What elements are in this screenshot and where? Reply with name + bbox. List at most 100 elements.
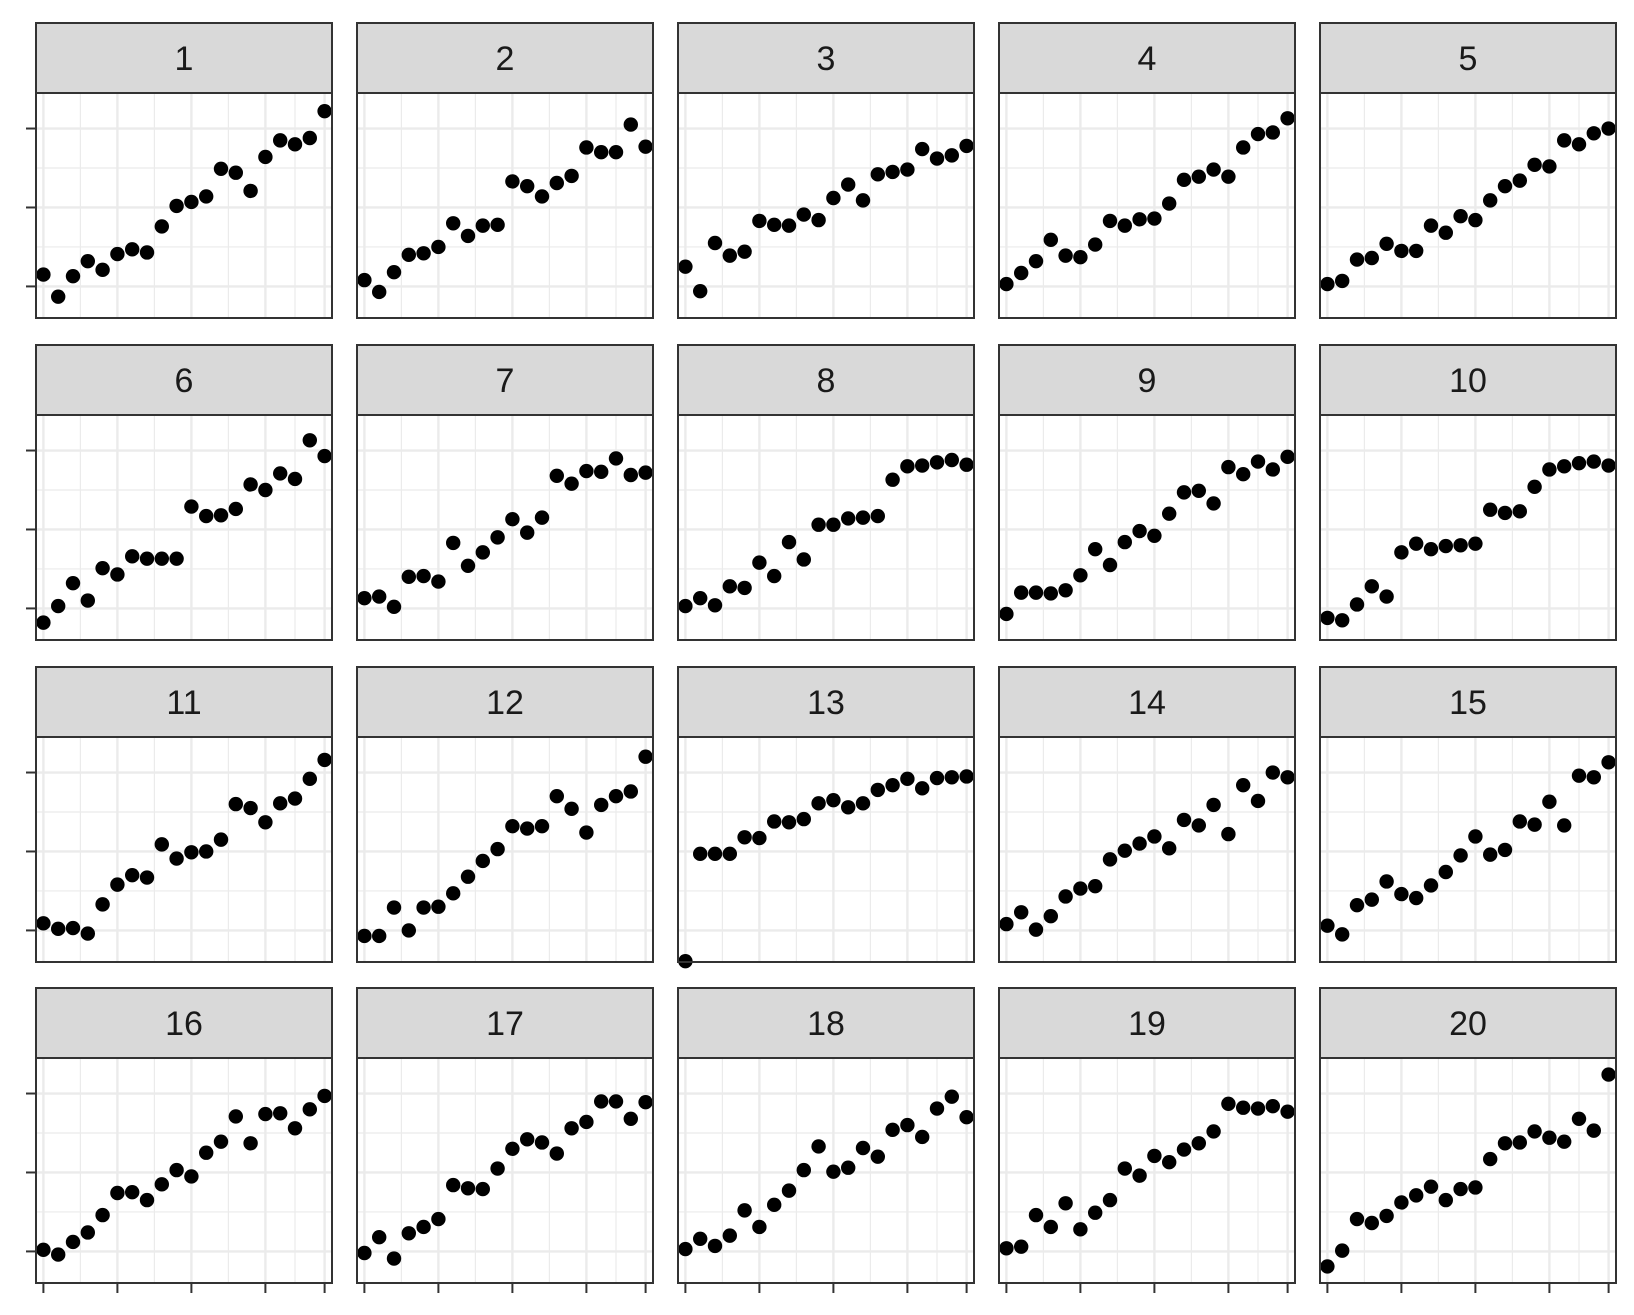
panel-border: [35, 92, 333, 319]
data-point: [534, 189, 550, 204]
data-point: [1058, 1196, 1073, 1211]
data-point: [999, 916, 1014, 932]
data-point: [999, 606, 1014, 622]
data-point: [1512, 1135, 1528, 1150]
strip-background: [1319, 666, 1617, 738]
panel-border: [35, 736, 333, 963]
data-point: [1320, 1259, 1335, 1274]
data-point: [693, 283, 708, 299]
data-point: [184, 499, 199, 514]
data-point: [638, 1095, 653, 1110]
data-point: [1102, 852, 1118, 867]
data-point: [446, 535, 461, 551]
data-point: [302, 433, 317, 448]
data-point: [1147, 528, 1162, 543]
data-point: [1265, 125, 1281, 140]
panel-border: [356, 1057, 654, 1284]
data-point: [1058, 583, 1073, 598]
data-point: [110, 877, 125, 892]
plot-background: [1320, 415, 1616, 640]
data-point: [1379, 589, 1394, 604]
data-point: [752, 555, 767, 570]
data-point: [110, 1185, 125, 1201]
data-point: [520, 178, 535, 194]
data-point: [386, 599, 402, 615]
facet-panel-13: 13: [677, 666, 975, 969]
data-point: [1191, 483, 1207, 498]
data-point: [505, 1141, 520, 1156]
data-point: [401, 569, 416, 585]
data-point: [154, 219, 169, 234]
data-point: [416, 246, 431, 261]
data-point: [841, 800, 856, 815]
panel-border: [677, 1057, 975, 1284]
data-point: [885, 1122, 900, 1138]
strip-label: 18: [807, 1005, 845, 1043]
data-point: [317, 752, 332, 768]
data-point: [781, 218, 797, 233]
data-point: [1438, 225, 1454, 240]
data-point: [1117, 218, 1133, 233]
data-point: [752, 213, 767, 229]
data-point: [125, 867, 140, 883]
data-point: [460, 1181, 476, 1196]
data-point: [752, 1219, 767, 1235]
panel-border: [677, 92, 975, 319]
data-point: [1088, 542, 1103, 557]
strip-background: [35, 666, 333, 738]
data-point: [520, 525, 535, 540]
data-point: [1423, 1179, 1439, 1194]
data-point: [1423, 542, 1439, 557]
data-point: [737, 580, 752, 596]
data-point: [1571, 768, 1587, 783]
data-point: [855, 796, 871, 811]
data-point: [1250, 454, 1266, 469]
data-point: [125, 242, 140, 257]
data-point: [1409, 890, 1424, 906]
data-point: [1058, 248, 1073, 263]
data-point: [1236, 467, 1251, 482]
data-point: [1102, 557, 1118, 573]
data-point: [1349, 597, 1365, 612]
data-point: [811, 796, 826, 811]
data-point: [273, 466, 288, 481]
strip-label: 1: [175, 40, 194, 78]
panel-border: [1319, 736, 1617, 963]
facet-panel-5: 5: [1319, 22, 1617, 319]
strip-label: 14: [1128, 684, 1166, 722]
data-point: [213, 508, 229, 523]
data-point: [1102, 213, 1118, 229]
data-point: [460, 228, 476, 244]
strip-label: 5: [1459, 40, 1478, 78]
data-point: [228, 796, 243, 812]
data-point: [51, 1247, 66, 1262]
data-point: [80, 926, 96, 941]
data-point: [1483, 502, 1498, 517]
facet-panel-16: 16: [26, 987, 333, 1293]
data-point: [1364, 1215, 1380, 1231]
data-point: [796, 207, 811, 222]
data-point: [826, 190, 841, 206]
strip-label: 12: [486, 684, 524, 722]
strip-background: [677, 666, 975, 738]
data-point: [302, 130, 317, 146]
data-point: [1438, 538, 1454, 554]
data-point: [95, 262, 110, 278]
data-point: [564, 476, 579, 491]
data-point: [184, 1169, 199, 1184]
data-point: [1542, 462, 1557, 477]
data-point: [65, 920, 81, 936]
data-point: [1117, 534, 1133, 550]
data-point: [1335, 273, 1350, 289]
data-point: [1280, 1104, 1295, 1119]
data-point: [1527, 157, 1542, 173]
data-point: [1571, 1111, 1587, 1126]
data-point: [594, 797, 609, 813]
data-point: [65, 268, 81, 284]
plot-background: [357, 415, 653, 640]
data-point: [1557, 459, 1572, 474]
data-point: [796, 552, 811, 567]
data-point: [1497, 842, 1513, 858]
plot-background: [36, 737, 332, 962]
data-point: [1394, 1195, 1409, 1210]
